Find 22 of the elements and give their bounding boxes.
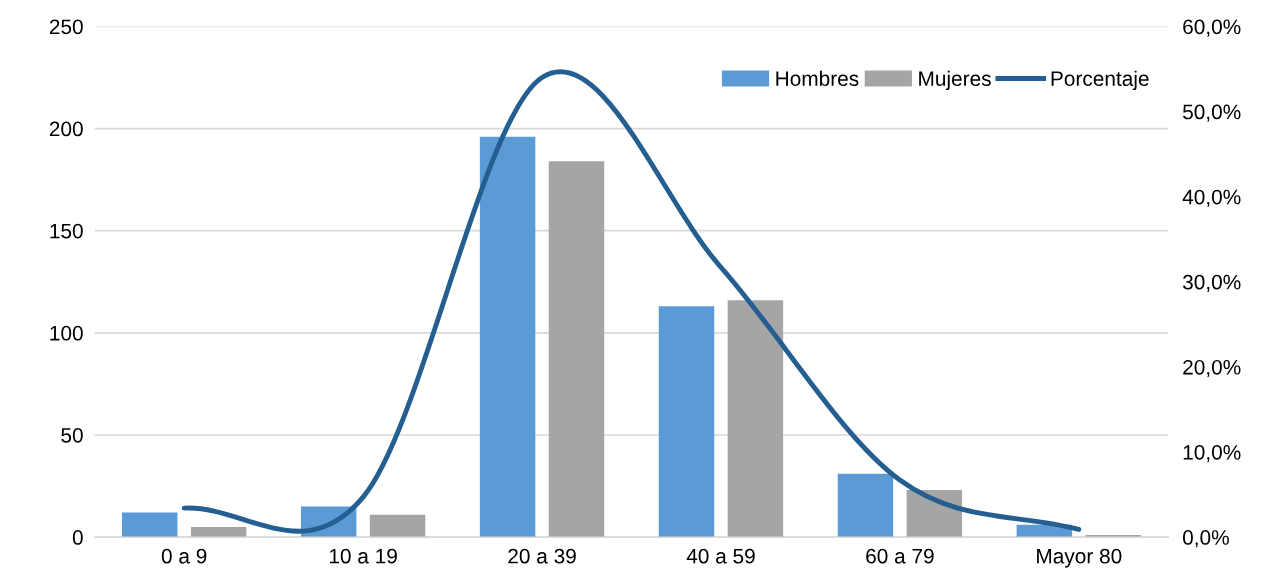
legend-label: Hombres	[776, 70, 859, 86]
y-tick-label: 150	[50, 223, 83, 239]
y-tick-label: 200	[49, 121, 83, 137]
x-tick-label: 0 a 9	[161, 548, 207, 564]
x-tick-label: 20 a 39	[508, 548, 576, 564]
y2-tick-label: 40,0%	[1182, 189, 1241, 207]
y2-tick-label: 10,0%	[1183, 444, 1241, 463]
legend-label: Porcentaje	[1051, 70, 1149, 91]
x-tick-label: Mayor 80	[1037, 548, 1122, 568]
y2-tick-label: 30,0%	[1182, 274, 1241, 292]
y2-tick-label: 0,0%	[1182, 530, 1229, 548]
legend-label: Mujeres	[919, 70, 991, 91]
y-tick-label: 100	[50, 325, 83, 341]
y2-tick-label: 20,0%	[1183, 359, 1241, 378]
x-tick-label: 10 a 19	[329, 548, 397, 564]
y-tick-label: 250	[49, 19, 83, 35]
y-tick-label: 0	[72, 530, 83, 545]
x-tick-label: 60 a 79	[866, 548, 934, 564]
y2-tick-label: 50,0%	[1183, 104, 1241, 122]
x-tick-label: 40 a 59	[686, 548, 755, 564]
y2-tick-label: 60,0%	[1183, 19, 1241, 37]
y-tick-label: 50	[61, 427, 83, 443]
